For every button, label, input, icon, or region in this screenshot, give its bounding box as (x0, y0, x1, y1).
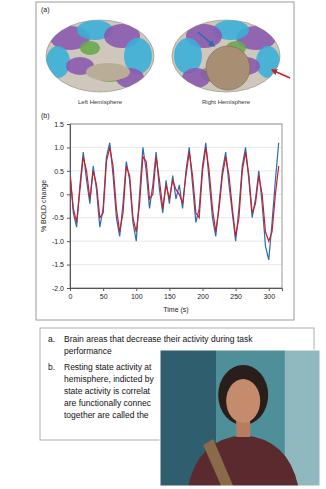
tick: 100 (131, 288, 143, 300)
person-face (226, 379, 260, 423)
caption-line: hemisphere, indicted by (64, 374, 155, 384)
grid-line (70, 170, 282, 171)
page: (a) (b) Left Hemisphere Right Hemisphere 1.5… (0, 0, 326, 489)
grid-line (70, 241, 282, 242)
webcam-background (160, 350, 320, 486)
tick-label: 1.5 (54, 121, 64, 128)
hemisphere-label: Left Hemisphere (78, 99, 123, 105)
tick-mark (67, 147, 70, 148)
tick: 200 (197, 288, 209, 300)
tick-mark (67, 171, 70, 172)
axis-title: % BOLD change (40, 180, 48, 232)
brain-outline (172, 20, 280, 92)
arrow (198, 32, 214, 46)
caption-line: are functionally connec (64, 398, 152, 408)
tick-label: -1.0 (52, 238, 64, 245)
tick-label: 1.0 (54, 144, 64, 151)
axis-line (67, 125, 71, 289)
axis-line (71, 289, 283, 292)
tick-mark (169, 288, 170, 291)
caption-line: together are called the (64, 410, 149, 420)
tick: 0 (69, 288, 73, 300)
tick: 1.5 (54, 121, 70, 128)
brain-region (182, 68, 210, 88)
brain-region (80, 41, 100, 55)
tick-label: 250 (230, 293, 242, 300)
brain-region (46, 46, 70, 78)
tick-mark (136, 288, 137, 291)
x-axis: 0 50 100 150 200 250 300 (69, 288, 283, 300)
grid (70, 124, 282, 288)
tick-mark (236, 288, 237, 291)
webcam-overlay (160, 350, 320, 486)
tick: 300 (263, 288, 275, 300)
grid-line (70, 147, 282, 148)
tick-mark (203, 288, 204, 291)
brain-region (256, 46, 280, 78)
tick: -1.5 (52, 261, 70, 268)
person-scarf (203, 439, 233, 486)
temporal-region (86, 63, 130, 81)
tick-mark (67, 265, 70, 266)
caption-line: state activity is correlat (64, 386, 151, 396)
tick: 1.0 (54, 144, 70, 151)
item-letter: b. (48, 362, 55, 372)
tick: 50 (100, 288, 108, 300)
y-axis: 1.5 1.0 0.5 0 -0.5 -1.0 -1.5 -2.0 (52, 121, 71, 292)
tick-mark (67, 241, 70, 242)
figure-frame (36, 2, 294, 320)
series-line (70, 143, 279, 260)
tick-label: 300 (263, 293, 275, 300)
tick: 150 (164, 288, 176, 300)
tick: -2.0 (52, 285, 70, 292)
plot-frame (70, 124, 282, 288)
tick-label: -1.5 (52, 261, 64, 268)
caption-line: Resting state activity at (64, 362, 152, 372)
person-hair (218, 365, 268, 425)
hemisphere-label: Right Hemisphere (202, 99, 251, 105)
tick: 250 (230, 288, 242, 300)
grid-line (70, 264, 282, 265)
brain-image (172, 20, 280, 92)
tick-mark (67, 194, 70, 195)
tick-label: 50 (100, 293, 108, 300)
tick-label: 100 (131, 293, 143, 300)
caption-line: Brain areas that decrease their activity… (64, 334, 253, 344)
panel-label: (a) (41, 6, 50, 14)
tick-mark (67, 124, 70, 125)
arrow (272, 70, 290, 78)
tick-label: 0.5 (54, 168, 64, 175)
caption-line: performance (64, 346, 112, 356)
item-letter: a. (48, 334, 55, 344)
tick-label: -0.5 (52, 214, 64, 221)
axis-title: Time (s) (163, 306, 188, 314)
tick: 0.5 (54, 168, 70, 175)
tick: -1.0 (52, 238, 70, 245)
lines (70, 143, 279, 260)
tick-label: 0 (60, 191, 64, 198)
panel-label: (b) (41, 112, 50, 120)
brain-image (46, 20, 154, 92)
tick: 0 (60, 191, 70, 198)
series-line (70, 147, 279, 241)
webcam-frame (160, 350, 320, 486)
tick-mark (269, 288, 270, 291)
tick-mark (70, 288, 71, 291)
tick-mark (67, 218, 70, 219)
tick: -0.5 (52, 214, 70, 221)
tick-label: 200 (197, 293, 209, 300)
tick-label: 0 (69, 293, 73, 300)
person-body (188, 435, 298, 486)
tick-label: 150 (164, 293, 176, 300)
occluded-region (206, 46, 250, 90)
tick-mark (67, 288, 70, 289)
tick-label: -2.0 (52, 285, 64, 292)
tick-mark (103, 288, 104, 291)
brain-outline (46, 20, 154, 92)
